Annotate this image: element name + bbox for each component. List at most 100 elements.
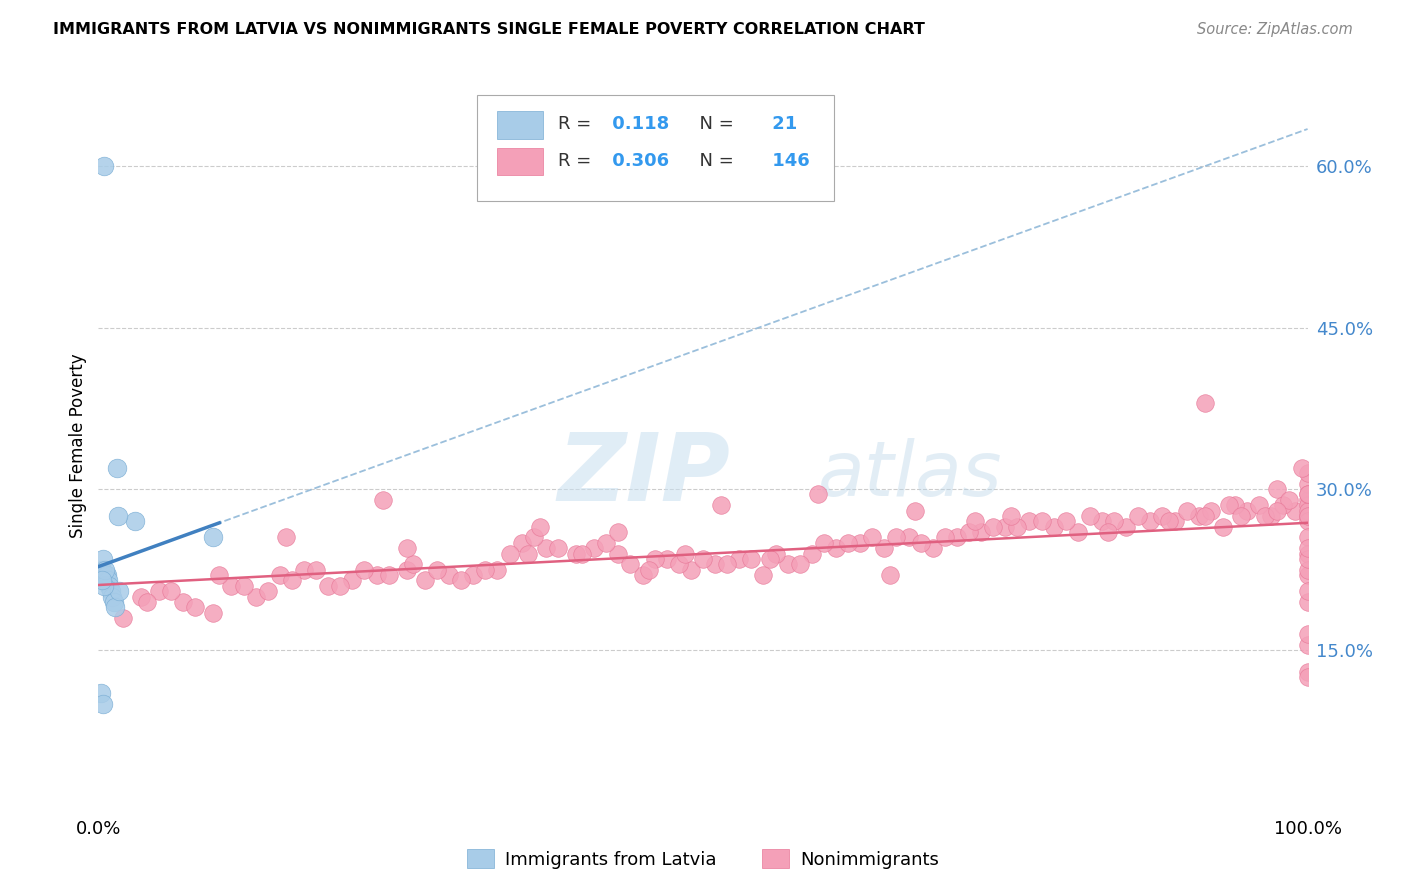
Point (1296, 541, 1319, 556)
Bar (498, 147, 543, 176)
Point (1260, 508, 1282, 523)
Point (111, 611, 134, 625)
Point (91, 552, 114, 566)
Point (1296, 584, 1319, 599)
Point (510, 536, 533, 550)
Point (1152, 508, 1174, 523)
Point (879, 568, 901, 582)
Point (1296, 492, 1319, 507)
Point (366, 568, 388, 582)
Point (1249, 498, 1271, 512)
Bar (498, 111, 543, 139)
Point (256, 584, 278, 599)
Point (1078, 508, 1101, 523)
Point (1267, 482, 1289, 496)
Point (758, 552, 780, 566)
Text: atlas: atlas (818, 438, 1002, 512)
Point (704, 558, 727, 572)
Point (1054, 514, 1077, 528)
Point (1007, 519, 1029, 533)
Point (371, 492, 394, 507)
Legend: Immigrants from Latvia, Nonimmigrants: Immigrants from Latvia, Nonimmigrants (460, 842, 946, 876)
Point (534, 541, 557, 556)
Point (100, 590, 122, 604)
Point (91, 697, 114, 711)
Point (692, 552, 714, 566)
Point (269, 568, 291, 582)
Point (1042, 519, 1064, 533)
Point (813, 536, 835, 550)
Point (1296, 595, 1319, 609)
Text: IMMIGRANTS FROM LATVIA VS NONIMMIGRANTS SINGLE FEMALE POVERTY CORRELATION CHART: IMMIGRANTS FROM LATVIA VS NONIMMIGRANTS … (53, 22, 925, 37)
Point (934, 530, 956, 544)
Text: R =: R = (558, 152, 598, 169)
Point (1097, 524, 1119, 539)
Text: 146: 146 (766, 152, 810, 169)
Point (1267, 503, 1289, 517)
Point (202, 606, 225, 620)
Point (807, 487, 830, 501)
Point (96, 568, 118, 582)
Point (897, 530, 920, 544)
Point (1128, 508, 1150, 523)
Point (1296, 563, 1319, 577)
Point (740, 552, 762, 566)
Point (1157, 514, 1180, 528)
Point (1212, 519, 1234, 533)
Point (1296, 670, 1319, 684)
Point (91, 563, 114, 577)
Point (1296, 498, 1319, 512)
Point (1115, 519, 1137, 533)
Text: Source: ZipAtlas.com: Source: ZipAtlas.com (1197, 22, 1353, 37)
Point (474, 563, 496, 577)
Point (93, 159, 115, 173)
Point (94, 563, 117, 577)
Point (965, 514, 987, 528)
Point (107, 508, 129, 523)
Point (1031, 514, 1053, 528)
Point (395, 541, 418, 556)
Point (716, 558, 738, 572)
Point (904, 503, 927, 517)
Point (245, 590, 267, 604)
Text: N =: N = (689, 152, 740, 169)
Point (565, 547, 588, 561)
Point (1139, 514, 1161, 528)
Point (957, 524, 980, 539)
Point (124, 514, 146, 528)
Point (221, 579, 243, 593)
Point (1296, 503, 1319, 517)
Point (426, 563, 449, 577)
Point (607, 524, 630, 539)
Point (1296, 514, 1319, 528)
Point (232, 579, 254, 593)
Text: 0.118: 0.118 (606, 115, 669, 133)
Point (1000, 508, 1022, 523)
Point (498, 547, 520, 561)
Point (353, 563, 375, 577)
Point (292, 563, 315, 577)
Point (402, 558, 425, 572)
Point (765, 547, 787, 561)
Point (103, 595, 125, 609)
Point (619, 558, 641, 572)
Point (1296, 627, 1319, 641)
Point (837, 536, 859, 550)
Text: 0.306: 0.306 (606, 152, 669, 169)
Point (1067, 524, 1090, 539)
Point (752, 568, 775, 582)
Point (1194, 396, 1216, 410)
Point (994, 519, 1017, 533)
Point (800, 547, 823, 561)
Point (1236, 503, 1258, 517)
Point (104, 600, 127, 615)
Point (98, 579, 121, 593)
Point (1291, 460, 1313, 475)
Point (981, 519, 1004, 533)
Point (1188, 508, 1211, 523)
Y-axis label: Single Female Poverty: Single Female Poverty (69, 354, 87, 538)
Point (90, 686, 112, 700)
Point (94, 568, 117, 582)
Point (305, 563, 328, 577)
Point (100, 584, 122, 599)
